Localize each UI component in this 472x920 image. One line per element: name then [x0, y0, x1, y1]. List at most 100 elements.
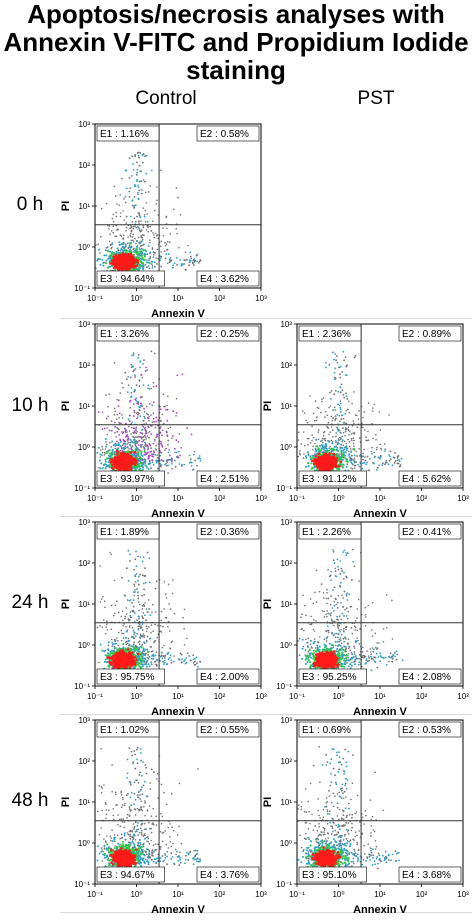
event-dot	[140, 627, 142, 629]
event-dot	[355, 451, 357, 453]
event-dot	[107, 652, 109, 654]
event-dot	[142, 468, 144, 470]
event-dot	[133, 595, 135, 597]
event-dot	[143, 258, 145, 260]
event-dot	[345, 366, 347, 368]
event-dot	[176, 257, 178, 259]
event-dot	[343, 397, 345, 399]
event-dot	[320, 441, 322, 443]
event-dot	[135, 221, 137, 223]
event-dot	[178, 457, 180, 459]
event-dot	[131, 421, 133, 423]
event-dot	[124, 372, 126, 374]
event-dot	[136, 418, 138, 420]
event-dot	[197, 666, 199, 668]
y-tick-label: 10²	[78, 161, 90, 170]
event-dot	[324, 444, 326, 446]
event-dot	[165, 594, 167, 596]
event-dot	[355, 414, 357, 416]
event-dot	[160, 465, 162, 467]
event-dot	[148, 557, 150, 559]
event-dot	[118, 434, 120, 436]
event-dot	[316, 420, 318, 422]
event-dot	[110, 244, 112, 246]
event-dot	[122, 625, 124, 627]
event-dot	[152, 453, 154, 455]
event-dot	[118, 405, 120, 407]
event-dot	[346, 443, 348, 445]
event-dot	[106, 457, 108, 459]
event-dot	[359, 466, 361, 468]
event-dot	[108, 641, 110, 643]
event-dot	[132, 240, 134, 242]
event-dot	[149, 460, 151, 462]
event-dot	[141, 441, 143, 443]
event-dot	[176, 452, 178, 454]
event-dot	[133, 599, 135, 601]
event-dot	[111, 642, 113, 644]
event-dot	[123, 235, 125, 237]
event-dot	[134, 265, 137, 268]
event-dot	[335, 445, 337, 447]
event-dot	[139, 574, 141, 576]
event-dot	[330, 416, 332, 418]
event-dot	[132, 228, 134, 230]
event-dot	[154, 440, 156, 442]
event-dot	[137, 226, 139, 228]
event-dot	[196, 662, 198, 664]
event-dot	[109, 262, 112, 265]
event-dot	[126, 644, 128, 646]
event-dot	[146, 452, 148, 454]
event-dot	[193, 659, 195, 661]
event-dot	[166, 463, 168, 465]
event-dot	[139, 385, 141, 387]
event-dot	[153, 401, 155, 403]
flow-plot-control-0h: 10⁻¹10⁻¹10⁰10⁰10¹10¹10²10²10³10³Annexin …	[65, 124, 271, 324]
event-dot	[321, 399, 323, 401]
event-dot	[126, 613, 128, 615]
event-dot	[142, 249, 144, 251]
event-dot	[139, 623, 141, 625]
event-dot	[192, 262, 194, 264]
event-dot	[167, 263, 169, 265]
event-dot	[152, 630, 154, 632]
event-dot	[167, 626, 169, 628]
event-dot	[170, 257, 172, 259]
event-dot	[137, 454, 139, 456]
event-dot	[147, 435, 149, 437]
event-dot	[305, 455, 307, 457]
figure-title: Apoptosis/necrosis analyses with Annexin…	[0, 0, 472, 84]
event-dot	[146, 413, 148, 415]
event-dot	[103, 619, 105, 621]
event-dot	[194, 664, 196, 666]
event-dot	[372, 407, 374, 409]
event-dot	[133, 606, 135, 608]
event-dot	[142, 574, 144, 576]
event-dot	[129, 415, 131, 417]
event-dot	[339, 405, 341, 407]
event-dot	[123, 440, 125, 442]
event-dot	[191, 434, 193, 436]
event-dot	[165, 258, 167, 260]
event-dot	[102, 265, 104, 267]
event-dot	[126, 567, 128, 569]
event-dot	[353, 443, 355, 445]
event-dot	[155, 460, 157, 462]
event-dot	[348, 453, 350, 455]
event-dot	[174, 460, 176, 462]
x-tick-label: 10¹	[172, 494, 184, 503]
y-tick-label: 10³	[280, 320, 292, 329]
event-dot	[186, 427, 188, 429]
event-dot	[332, 436, 334, 438]
event-dot	[140, 432, 142, 434]
event-dot	[129, 265, 132, 268]
event-dot	[139, 465, 141, 467]
event-dot	[138, 155, 140, 157]
x-tick-label: 10⁻¹	[289, 494, 305, 503]
event-dot	[141, 438, 143, 440]
event-dot	[146, 444, 148, 446]
event-dot	[163, 235, 165, 237]
event-dot	[134, 389, 136, 391]
event-dot	[335, 418, 337, 420]
event-dot	[148, 658, 150, 660]
